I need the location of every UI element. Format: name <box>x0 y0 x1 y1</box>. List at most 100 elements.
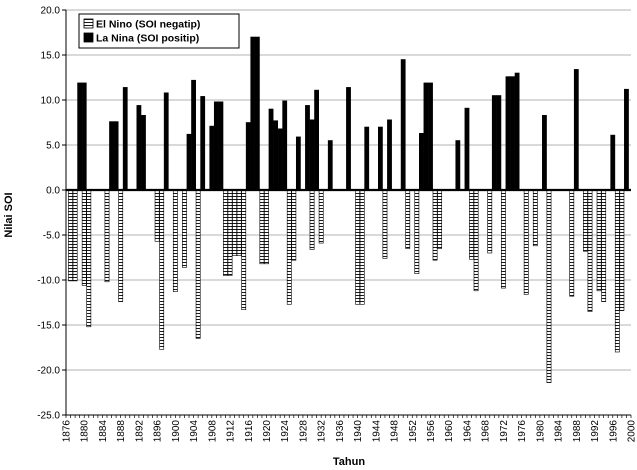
bar-el-nino <box>241 189 247 310</box>
bar-la-nina <box>314 89 320 191</box>
x-tick-label: 1992 <box>590 420 601 443</box>
x-tick-label: 1932 <box>317 420 328 443</box>
bar-la-nina <box>491 95 497 191</box>
bar-el-nino <box>68 189 73 282</box>
bar-la-nina <box>423 82 429 191</box>
bar-la-nina <box>136 105 142 191</box>
x-tick-label: 1940 <box>353 420 364 443</box>
x-tick-label: 1972 <box>499 420 510 443</box>
bar-el-nino <box>318 189 324 244</box>
bar-el-nino <box>569 189 575 297</box>
bar-la-nina <box>327 140 333 191</box>
bar-la-nina <box>295 136 301 191</box>
bar-la-nina <box>542 115 547 191</box>
bar-el-nino <box>118 189 124 302</box>
legend-label: La Nina (SOI positip) <box>96 33 199 45</box>
bar-el-nino <box>596 189 602 292</box>
bar-la-nina <box>464 107 470 191</box>
x-tick-label: 1892 <box>134 420 145 443</box>
bar-el-nino <box>286 189 292 305</box>
bar-la-nina <box>514 72 520 191</box>
bar-el-nino <box>587 189 593 312</box>
bar-el-nino <box>501 189 506 289</box>
bar-el-nino <box>583 189 588 252</box>
bar-el-nino <box>382 189 388 259</box>
bar-la-nina <box>277 128 283 191</box>
bar-el-nino <box>154 189 160 242</box>
x-tick-label: 1952 <box>408 420 419 443</box>
y-tick-label: 20.0 <box>41 6 61 17</box>
x-tick-label: 1936 <box>335 420 346 443</box>
y-tick-label: 15.0 <box>41 51 61 62</box>
bar-el-nino <box>437 189 443 249</box>
x-tick-label: 1956 <box>426 420 437 443</box>
bar-el-nino <box>172 189 178 292</box>
bar-el-nino <box>264 189 269 265</box>
y-tick-label: -15.0 <box>37 321 60 332</box>
x-tick-label: 1904 <box>189 420 200 443</box>
bar-el-nino <box>473 189 479 292</box>
bar-la-nina <box>191 79 196 191</box>
y-axis-title: Nilai SOI <box>3 192 15 237</box>
bar-la-nina <box>400 59 406 191</box>
legend: El Nino (SOI negatip) La Nina (SOI positi… <box>78 13 240 49</box>
bar-el-nino <box>532 189 538 247</box>
bar-el-nino <box>405 189 411 249</box>
axes: 20.0 15.0 10.0 5.0 0.0 -5.0 -10.0 -15.0 -20.0 -25… <box>37 6 637 443</box>
bar-el-nino <box>223 189 228 276</box>
bar-la-nina <box>496 95 502 191</box>
y-tick-label: 0.0 <box>46 186 60 197</box>
x-tick-label: 1924 <box>280 420 291 443</box>
x-tick-label: 1916 <box>244 420 255 443</box>
x-tick-label: 1968 <box>481 420 492 443</box>
x-tick-label: 1988 <box>572 420 583 443</box>
bar-la-nina <box>109 121 114 191</box>
bar-el-nino <box>601 189 607 302</box>
bar-la-nina <box>200 96 206 191</box>
x-tick-label: 1876 <box>62 420 73 443</box>
bar-la-nina <box>163 92 169 191</box>
y-tick-label: -10.0 <box>37 276 60 287</box>
bar-la-nina <box>254 36 260 191</box>
x-tick-label: 2000 <box>627 420 637 443</box>
y-tick-label: -5.0 <box>43 231 61 242</box>
bar-el-nino <box>546 189 552 383</box>
bar-la-nina <box>573 69 579 191</box>
bar-la-nina <box>305 105 310 191</box>
bar-el-nino <box>619 189 625 311</box>
bar-la-nina <box>505 76 511 191</box>
bar-el-nino <box>195 189 201 339</box>
x-tick-label: 1984 <box>554 420 565 443</box>
bar-la-nina <box>377 126 383 191</box>
x-tick-label: 1976 <box>517 420 528 443</box>
bar-el-nino <box>159 189 165 350</box>
y-tick-label: -25.0 <box>37 411 60 422</box>
bar-la-nina <box>213 101 219 191</box>
bar-la-nina <box>113 121 119 191</box>
x-tick-label: 1888 <box>116 420 127 443</box>
grid-lines <box>66 9 631 416</box>
x-tick-label: 1920 <box>262 420 273 443</box>
bar-la-nina <box>250 36 256 191</box>
legend-box <box>78 13 240 49</box>
bar-la-nina <box>624 88 629 191</box>
bar-la-nina <box>510 76 515 191</box>
x-tick-label: 1928 <box>298 420 309 443</box>
legend-label: El Nino (SOI negatip) <box>96 19 200 31</box>
bar-el-nino <box>414 189 420 274</box>
bar-la-nina <box>309 119 315 191</box>
x-tick-label: 1964 <box>462 420 473 443</box>
bar-la-nina <box>610 134 616 191</box>
bar-el-nino <box>86 189 92 328</box>
bar-la-nina <box>268 108 274 191</box>
x-tick-label: 1980 <box>535 420 546 443</box>
bar-la-nina <box>141 115 146 191</box>
bar-el-nino <box>81 189 87 286</box>
bar-la-nina <box>387 119 392 191</box>
bar-el-nino <box>614 189 620 353</box>
x-tick-label: 1948 <box>390 420 401 443</box>
bar-el-nino <box>309 189 315 250</box>
x-axis-title: Tahun <box>333 456 365 468</box>
bar-el-nino <box>104 189 110 283</box>
